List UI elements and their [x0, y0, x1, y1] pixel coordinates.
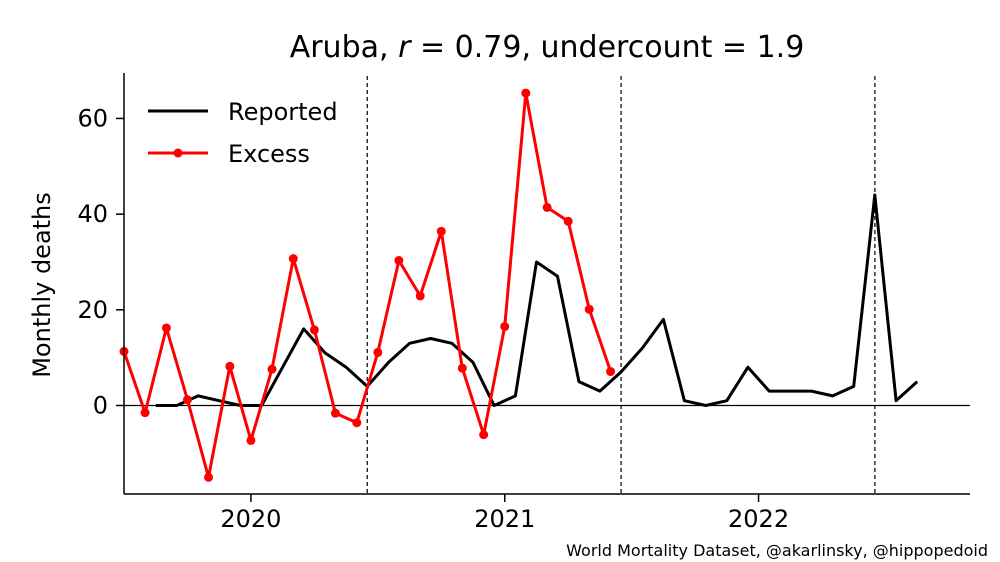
- excess-point-4: [204, 472, 214, 482]
- excess-series-line: [122, 91, 613, 479]
- excess-point-5: [225, 361, 235, 371]
- excess-point-10: [330, 408, 340, 418]
- reference-lines: [124, 76, 970, 494]
- excess-point-20: [542, 202, 552, 212]
- chart-title: Aruba, r = 0.79, undercount = 1.9: [290, 30, 805, 65]
- reported-series-line: [155, 193, 919, 407]
- legend-reported-label: Reported: [228, 98, 338, 126]
- x-axis-ticks: 2020 2021 2022: [220, 494, 789, 533]
- excess-point-6: [246, 435, 256, 445]
- legend-entry-excess: Excess: [148, 140, 310, 168]
- y-axis-label: Monthly deaths: [28, 192, 56, 378]
- excess-point-19: [521, 88, 531, 98]
- title-r-value: 0.79: [455, 30, 522, 65]
- source-annotation: World Mortality Dataset, @akarlinsky, @h…: [566, 541, 988, 560]
- excess-point-16: [457, 363, 467, 373]
- excess-point-17: [479, 430, 489, 440]
- excess-point-9: [309, 325, 319, 335]
- excess-point-11: [352, 418, 362, 428]
- legend-excess-marker: [173, 148, 183, 158]
- y-tick-label-0: 0: [93, 391, 108, 419]
- excess-point-21: [563, 216, 573, 226]
- excess-point-3: [182, 395, 192, 405]
- title-undercount-value: 1.9: [757, 30, 805, 65]
- legend-entry-reported: Reported: [148, 98, 338, 126]
- excess-point-7: [267, 364, 277, 374]
- series-layer: [119, 88, 919, 482]
- legend-excess-label: Excess: [228, 140, 310, 168]
- y-tick-label-20: 20: [77, 296, 108, 324]
- excess-point-15: [436, 226, 446, 236]
- excess-point-22: [584, 304, 594, 314]
- y-axis-ticks: 0 20 40 60: [77, 104, 124, 419]
- excess-point-18: [500, 322, 510, 332]
- y-tick-label-60: 60: [77, 104, 108, 132]
- excess-point-1: [140, 408, 150, 418]
- legend: Reported Excess: [148, 98, 338, 168]
- y-tick-label-40: 40: [77, 200, 108, 228]
- excess-point-2: [161, 323, 171, 333]
- x-tick-label-2020: 2020: [220, 505, 281, 533]
- x-tick-label-2022: 2022: [728, 505, 789, 533]
- excess-point-14: [415, 291, 425, 301]
- excess-point-23: [606, 367, 616, 377]
- title-country: Aruba: [290, 30, 379, 65]
- title-undercount-label: undercount: [541, 30, 713, 65]
- excess-point-13: [394, 256, 404, 266]
- x-tick-label-2021: 2021: [474, 505, 535, 533]
- title-r-label: r: [398, 30, 412, 65]
- excess-point-12: [373, 347, 383, 357]
- excess-point-8: [288, 254, 298, 264]
